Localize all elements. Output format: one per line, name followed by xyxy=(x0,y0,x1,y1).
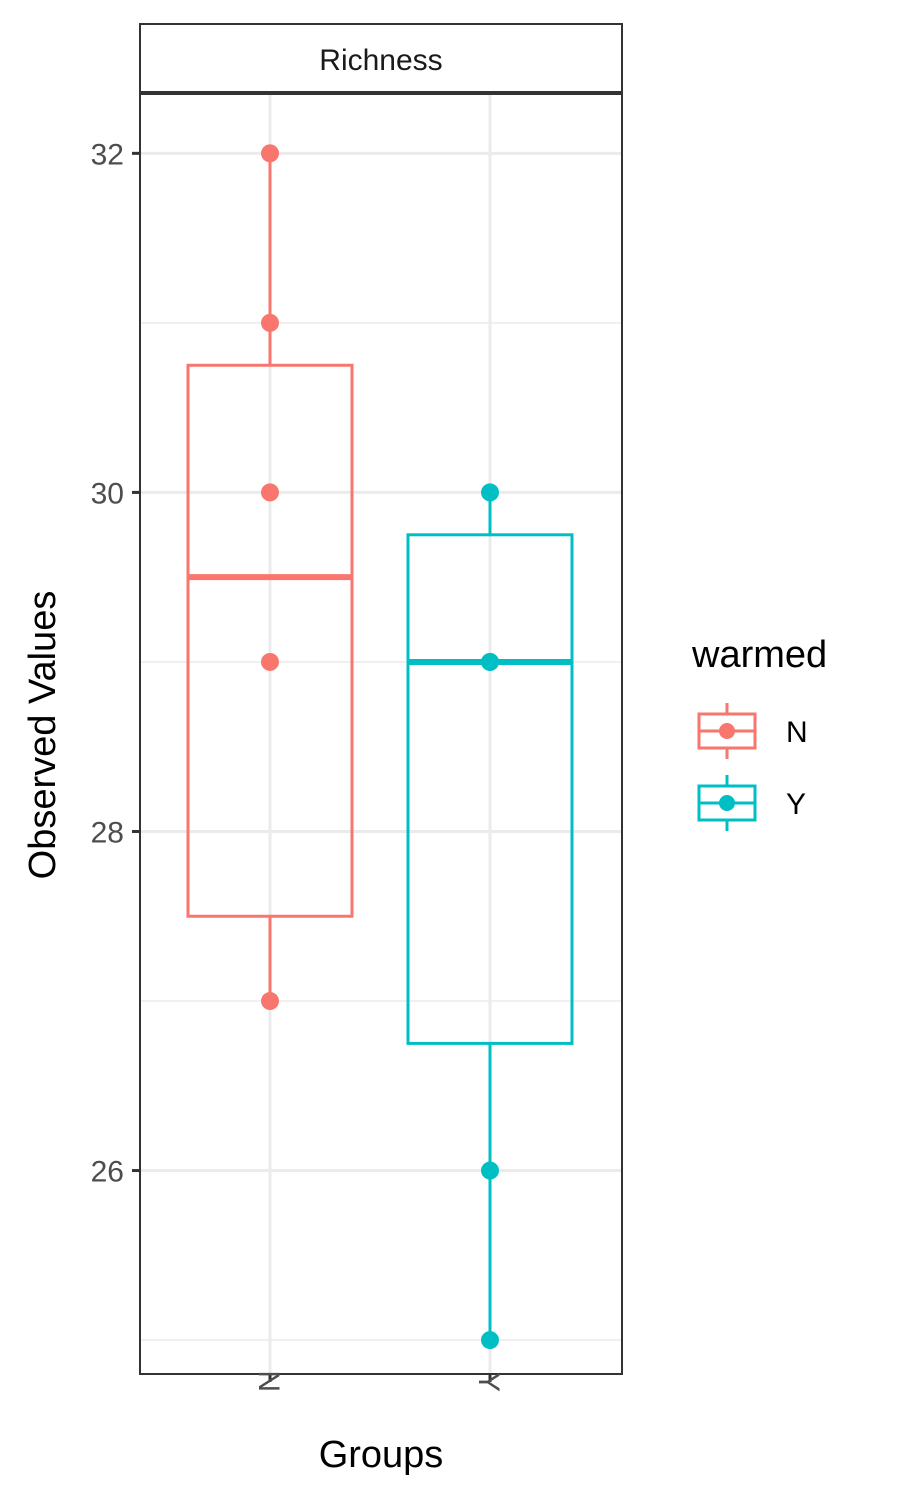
legend-point xyxy=(719,795,735,811)
plot-panel xyxy=(140,94,622,1374)
legend: NY xyxy=(697,703,808,831)
x-axis-title: Groups xyxy=(319,1434,444,1476)
facet-label: Richness xyxy=(319,44,442,77)
box-iqr xyxy=(406,533,574,1045)
data-point xyxy=(261,144,279,163)
legend-title: warmed xyxy=(691,634,827,676)
legend-key-N: N xyxy=(697,703,808,759)
data-point xyxy=(481,483,499,502)
y-tick-label: 32 xyxy=(91,138,124,171)
data-point xyxy=(481,1331,499,1350)
data-point xyxy=(261,992,279,1011)
box-iqr xyxy=(186,363,354,918)
legend-label: Y xyxy=(786,788,806,821)
y-axis-title: Observed Values xyxy=(22,591,64,880)
box-group-Y xyxy=(406,483,574,1350)
data-point xyxy=(261,483,279,502)
plot-panel-border xyxy=(139,93,623,1375)
box-group-N xyxy=(186,144,354,1011)
y-tick-label: 28 xyxy=(91,816,124,849)
x-tick-label: Y xyxy=(472,1372,505,1392)
axes: 26 28 30 32 N Y xyxy=(91,138,505,1392)
legend-key-Y: Y xyxy=(697,775,806,831)
data-point xyxy=(481,1161,499,1180)
legend-point xyxy=(719,723,735,739)
y-tick-label: 30 xyxy=(91,477,124,510)
x-tick-label: N xyxy=(252,1370,285,1392)
legend-label: N xyxy=(786,716,808,749)
y-tick-label: 26 xyxy=(91,1156,124,1189)
data-point xyxy=(261,313,279,332)
chart-marks xyxy=(186,144,574,1350)
data-point xyxy=(481,652,499,671)
data-point xyxy=(261,652,279,671)
facet-strip xyxy=(139,23,623,93)
